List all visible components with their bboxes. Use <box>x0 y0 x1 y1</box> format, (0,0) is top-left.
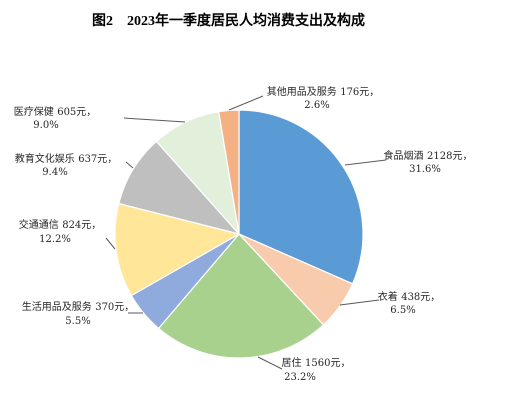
slice-label-main: 其他用品及服务 176元， <box>267 87 380 99</box>
leader-line-3 <box>257 356 283 370</box>
slice-unit: 元 <box>420 292 431 303</box>
leader-lines <box>105 95 387 370</box>
slice-value: 1560 <box>305 358 331 369</box>
leader-line-5 <box>105 237 116 250</box>
pie-slice-1 <box>238 109 364 285</box>
slice-percent: 23.2% <box>284 372 316 383</box>
slice-unit: 元 <box>452 151 463 162</box>
slice-value: 637 <box>78 154 98 165</box>
slice-separator: ， <box>340 358 351 369</box>
pie-slice-3 <box>157 233 325 359</box>
slice-label-main: 医疗保健 605元， <box>14 107 97 119</box>
slice-label-main: 衣着 438元， <box>378 292 441 304</box>
slice-category: 居住 <box>281 358 302 369</box>
slice-percent: 5.5% <box>65 316 91 327</box>
slice-label-main: 教育文化娱乐 637元， <box>15 154 118 166</box>
leader-line-2 <box>339 299 380 306</box>
slice-percent: 31.6% <box>409 164 441 175</box>
slice-value: 438 <box>401 292 421 303</box>
slice-label-main: 交通通信 824元， <box>19 220 102 232</box>
slice-category: 其他用品及服务 <box>266 87 337 98</box>
slice-separator: ， <box>462 151 473 162</box>
slice-label-main: 居住 1560元， <box>282 358 351 370</box>
slice-value: 824 <box>62 220 82 231</box>
slice-separator: ， <box>369 87 380 98</box>
slice-unit: 元 <box>114 302 125 313</box>
slice-unit: 元 <box>359 87 370 98</box>
slice-category: 衣着 <box>377 292 398 303</box>
chart-title: 图2 2023年一季度居民人均消费支出及构成 <box>92 14 365 29</box>
slice-separator: ， <box>430 292 441 303</box>
slice-percent: 9.4% <box>42 167 68 178</box>
leader-line-8 <box>228 95 264 111</box>
slice-percent: 2.6% <box>304 100 330 111</box>
slice-category: 医疗保健 <box>13 107 54 118</box>
slice-value: 2128 <box>427 151 453 162</box>
leader-line-6 <box>125 161 134 169</box>
slice-category: 教育文化娱乐 <box>14 154 75 165</box>
leader-line-1 <box>344 159 387 166</box>
slice-value: 605 <box>57 107 77 118</box>
slice-separator: ， <box>124 302 135 313</box>
slice-percent: 9.0% <box>33 120 59 131</box>
leader-line-7 <box>123 117 186 123</box>
slice-separator: ， <box>86 107 97 118</box>
slice-value: 370 <box>95 302 115 313</box>
slice-unit: 元 <box>76 107 87 118</box>
pie-slice-8 <box>218 109 240 235</box>
slice-percent: 6.5% <box>390 305 416 316</box>
pie-slices <box>114 109 364 359</box>
slice-category: 交通通信 <box>18 220 59 231</box>
slice-value: 176 <box>340 87 360 98</box>
slice-separator: ， <box>91 220 102 231</box>
slice-percent: 12.2% <box>39 234 71 245</box>
slice-separator: ， <box>107 154 118 165</box>
slice-category: 食品烟酒 <box>383 151 424 162</box>
slice-unit: 元 <box>330 358 341 369</box>
slice-unit: 元 <box>81 220 92 231</box>
slice-label-main: 生活用品及服务 370元， <box>22 302 135 314</box>
slice-label-main: 食品烟酒 2128元， <box>384 151 473 163</box>
slice-unit: 元 <box>97 154 108 165</box>
slice-category: 生活用品及服务 <box>21 302 92 313</box>
